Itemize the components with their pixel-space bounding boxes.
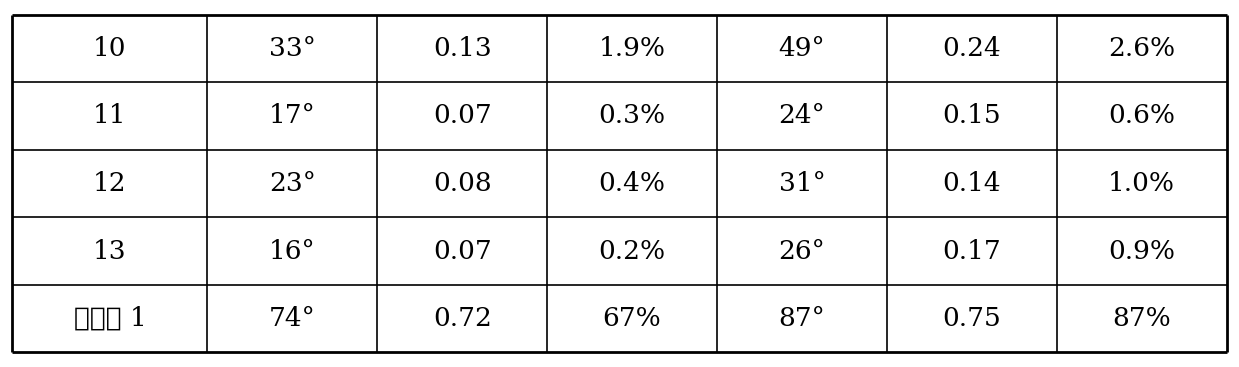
Bar (717, 217, 887, 285)
Bar (12, 150, 207, 217)
Bar (548, 150, 717, 217)
Text: 23°: 23° (269, 171, 316, 196)
Bar (378, 150, 548, 217)
Bar (548, 217, 717, 285)
Text: 87%: 87% (1113, 306, 1171, 331)
Bar (12, 15, 207, 82)
Bar (378, 82, 548, 150)
Text: 33°: 33° (269, 36, 316, 61)
Text: 0.72: 0.72 (432, 306, 492, 331)
Bar (887, 15, 1057, 82)
Text: 10: 10 (93, 36, 126, 61)
Bar (548, 82, 717, 150)
Text: 0.17: 0.17 (943, 239, 1001, 264)
Bar (207, 82, 378, 150)
Text: 对比例 1: 对比例 1 (73, 306, 146, 331)
Bar (548, 15, 717, 82)
Bar (1057, 285, 1227, 352)
Bar (887, 217, 1057, 285)
Text: 87°: 87° (778, 306, 825, 331)
Text: 0.3%: 0.3% (598, 103, 665, 128)
Text: 1.0%: 1.0% (1108, 171, 1175, 196)
Text: 0.14: 0.14 (943, 171, 1001, 196)
Text: 0.2%: 0.2% (598, 239, 665, 264)
Bar (12, 82, 207, 150)
Text: 24°: 24° (778, 103, 825, 128)
Bar (717, 150, 887, 217)
Text: 0.6%: 0.6% (1108, 103, 1175, 128)
Bar (1057, 217, 1227, 285)
Bar (378, 15, 548, 82)
Text: 16°: 16° (269, 239, 316, 264)
Text: 13: 13 (93, 239, 126, 264)
Text: 0.15: 0.15 (943, 103, 1001, 128)
Text: 0.13: 0.13 (432, 36, 492, 61)
Bar (12, 285, 207, 352)
Text: 67%: 67% (602, 306, 662, 331)
Text: 0.07: 0.07 (432, 103, 492, 128)
Bar (12, 217, 207, 285)
Text: 2.6%: 2.6% (1108, 36, 1176, 61)
Text: 0.08: 0.08 (432, 171, 492, 196)
Bar (887, 285, 1057, 352)
Text: 26°: 26° (778, 239, 825, 264)
Text: 0.4%: 0.4% (598, 171, 665, 196)
Bar (207, 15, 378, 82)
Text: 0.07: 0.07 (432, 239, 492, 264)
Text: 49°: 49° (778, 36, 825, 61)
Bar (378, 217, 548, 285)
Bar (887, 82, 1057, 150)
Text: 17°: 17° (269, 103, 316, 128)
Bar (207, 285, 378, 352)
Bar (717, 82, 887, 150)
Bar (207, 150, 378, 217)
Bar (887, 150, 1057, 217)
Bar (1057, 82, 1227, 150)
Text: 74°: 74° (269, 306, 316, 331)
Bar (1057, 15, 1227, 82)
Text: 1.9%: 1.9% (598, 36, 665, 61)
Text: 0.75: 0.75 (943, 306, 1001, 331)
Text: 0.24: 0.24 (943, 36, 1001, 61)
Text: 31°: 31° (778, 171, 825, 196)
Bar (548, 285, 717, 352)
Bar (207, 217, 378, 285)
Bar (1057, 150, 1227, 217)
Text: 0.9%: 0.9% (1108, 239, 1175, 264)
Bar (717, 285, 887, 352)
Bar (717, 15, 887, 82)
Text: 11: 11 (93, 103, 126, 128)
Bar (378, 285, 548, 352)
Text: 12: 12 (93, 171, 126, 196)
